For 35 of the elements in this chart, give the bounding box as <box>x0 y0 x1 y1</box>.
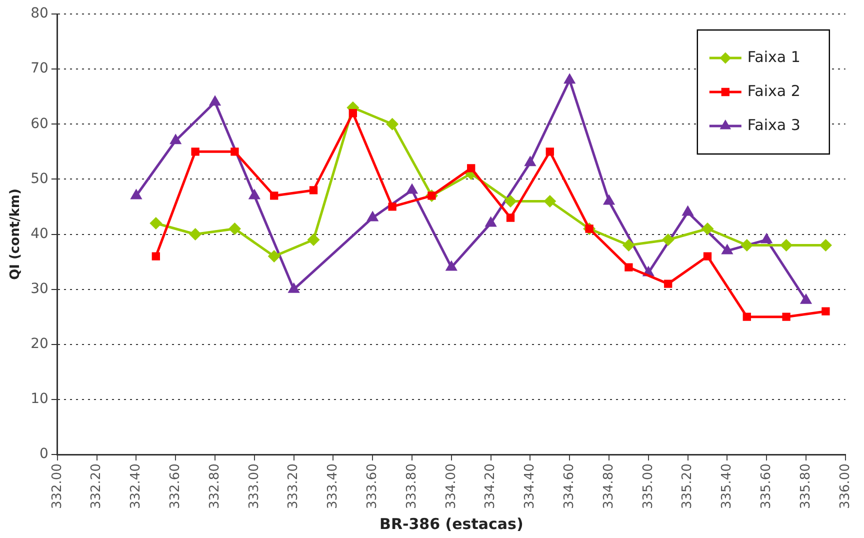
legend-label: Faixa 2 <box>747 82 800 100</box>
x-tick-label: 332.80 <box>207 464 222 510</box>
legend-label: Faixa 1 <box>747 48 800 66</box>
x-tick-label: 332.60 <box>168 464 183 510</box>
x-tick-label: 335.20 <box>680 464 696 510</box>
x-tick-label: 334.40 <box>522 464 538 510</box>
y-tick-label: 80 <box>30 6 48 22</box>
x-tick-label: 334.60 <box>562 464 577 510</box>
x-tick-label: 333.00 <box>246 464 262 510</box>
x-tick-label: 332.00 <box>50 464 65 510</box>
x-tick-label: 335.60 <box>758 464 774 510</box>
x-tick-label: 336.00 <box>838 464 853 510</box>
x-tick-label: 333.40 <box>326 464 341 510</box>
x-tick-label: 334.00 <box>444 464 459 510</box>
y-tick-label: 20 <box>30 336 48 352</box>
x-tick-label: 333.80 <box>404 464 420 510</box>
x-tick-label: 335.80 <box>798 464 814 510</box>
x-axis-title: BR-386 (estacas) <box>380 514 524 533</box>
legend-label: Faixa 3 <box>747 116 800 134</box>
y-tick-label: 70 <box>30 60 48 77</box>
x-tick-label: 334.80 <box>601 464 616 510</box>
y-tick-label: 40 <box>30 226 48 242</box>
x-tick-label: 333.60 <box>364 464 380 510</box>
x-tick-label: 332.40 <box>128 464 144 510</box>
y-tick-label: 60 <box>30 116 48 132</box>
y-tick-label: 50 <box>30 170 48 187</box>
x-tick-label: 335.40 <box>720 464 735 510</box>
x-tick-label: 332.20 <box>89 464 104 510</box>
y-axis-title: QI (cont/km) <box>8 188 24 280</box>
y-tick-label: 30 <box>30 280 48 297</box>
x-tick-label: 334.20 <box>483 464 498 510</box>
x-tick-label: 335.00 <box>640 464 656 510</box>
y-tick-label: 10 <box>30 391 48 408</box>
x-tick-label: 333.20 <box>286 464 302 510</box>
y-tick-label: 0 <box>39 446 48 462</box>
